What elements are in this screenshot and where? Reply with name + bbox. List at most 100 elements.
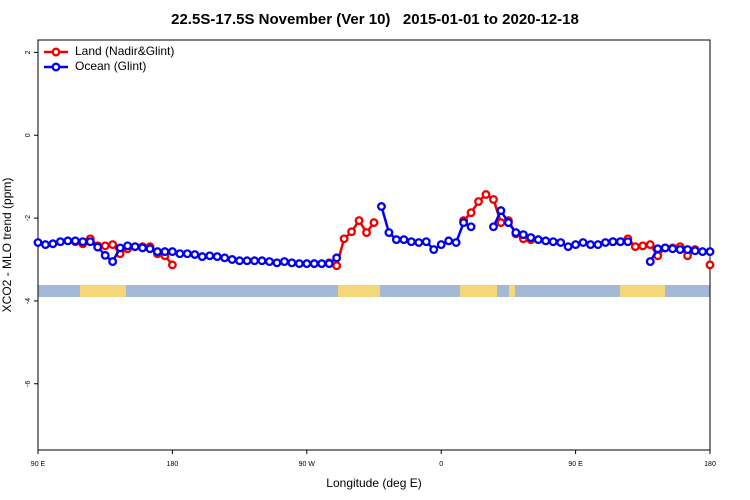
point: [556, 238, 566, 247]
point: [205, 251, 215, 261]
point: [645, 257, 655, 267]
point: [377, 202, 386, 211]
point: [541, 236, 551, 246]
point: [197, 252, 207, 262]
point: [332, 253, 342, 263]
point: [451, 238, 461, 247]
point: [436, 240, 446, 250]
legend-label: Ocean (Glint): [75, 59, 146, 73]
chart-title: 22.5S-17.5S November (Ver 10) 2015-01-01…: [171, 11, 579, 28]
x-tick-label: 90 W: [299, 461, 316, 468]
point: [496, 218, 506, 228]
point: [653, 244, 663, 254]
point: [242, 256, 252, 266]
y-axis-label: XCO2 - MLO trend (ppm): [0, 178, 14, 313]
point: [85, 237, 95, 247]
point: [175, 249, 185, 259]
point: [70, 236, 80, 246]
point: [354, 216, 364, 226]
point: [533, 235, 543, 245]
point: [100, 241, 110, 251]
point: [324, 259, 334, 269]
point: [668, 244, 678, 254]
point: [108, 257, 118, 267]
point: [645, 240, 655, 250]
x-tick-label: 180: [704, 461, 716, 468]
point: [414, 238, 424, 247]
point: [63, 236, 73, 246]
point: [578, 238, 588, 247]
point: [167, 247, 177, 257]
point: [496, 206, 506, 216]
point: [227, 255, 237, 264]
point: [511, 228, 521, 238]
point: [33, 238, 43, 247]
point: [115, 243, 125, 253]
point: [421, 237, 431, 247]
point: [265, 257, 274, 267]
point: [459, 218, 469, 228]
point: [474, 197, 483, 206]
y-tick-label: 2: [25, 50, 32, 54]
legend-label: Land (Nadir&Glint): [75, 44, 174, 58]
point: [317, 259, 327, 269]
point: [571, 240, 581, 250]
point: [294, 259, 304, 269]
x-tick-label: 0: [439, 461, 443, 468]
land-band: [80, 285, 126, 297]
y-tick-label: -2: [25, 215, 32, 221]
point: [593, 240, 603, 250]
point: [108, 240, 118, 250]
point: [548, 237, 558, 247]
point: [586, 240, 595, 250]
point: [623, 237, 633, 247]
point: [466, 222, 476, 232]
point: [391, 235, 401, 245]
point: [153, 247, 162, 257]
legend-marker: [51, 62, 61, 72]
point: [690, 246, 700, 256]
point: [190, 250, 200, 259]
point: [235, 256, 245, 266]
point: [675, 245, 685, 255]
land-band: [509, 285, 515, 297]
x-axis-label: Longitude (deg E): [326, 476, 421, 490]
x-tick-label: 180: [167, 461, 179, 468]
point: [48, 239, 58, 249]
y-tick-label: 0: [25, 133, 32, 137]
point: [705, 260, 715, 270]
point: [339, 234, 349, 244]
point: [481, 190, 491, 199]
point: [444, 236, 454, 246]
point: [220, 253, 230, 263]
point: [384, 228, 394, 238]
point: [399, 235, 409, 245]
point: [347, 227, 357, 237]
land-band: [338, 285, 380, 297]
point: [429, 245, 439, 255]
x-tick-label: 90 E: [31, 461, 46, 468]
point: [526, 233, 536, 242]
point: [279, 257, 289, 267]
point: [489, 194, 498, 204]
point: [683, 245, 693, 255]
point: [369, 218, 379, 228]
point: [272, 258, 282, 268]
point: [167, 260, 177, 270]
point: [698, 247, 707, 257]
point: [332, 261, 342, 271]
point: [406, 237, 416, 247]
point: [503, 218, 513, 228]
x-tick-label: 90 E: [568, 461, 583, 468]
point: [55, 237, 65, 247]
point: [563, 242, 573, 252]
point: [123, 241, 133, 251]
point: [302, 259, 312, 269]
point: [160, 247, 170, 257]
point: [145, 244, 155, 254]
point: [41, 240, 50, 250]
point: [608, 237, 618, 247]
point: [138, 243, 147, 253]
series-line: [37, 206, 710, 265]
